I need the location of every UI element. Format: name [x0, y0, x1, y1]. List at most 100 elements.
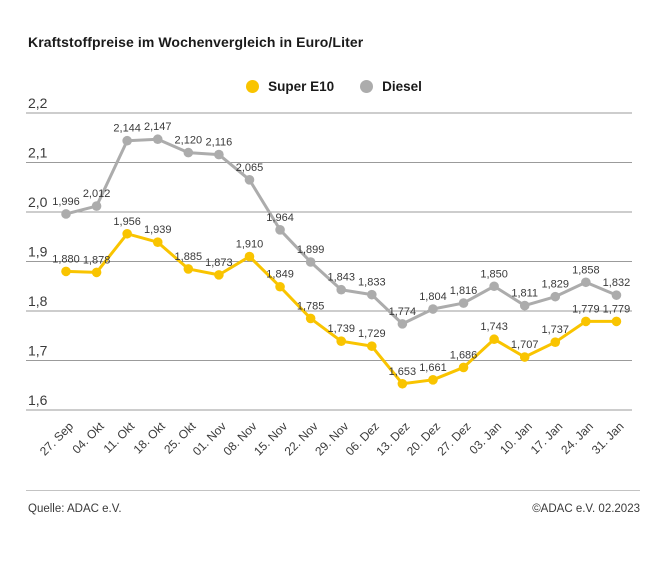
data-point-label-super-e10: 1,939: [144, 224, 172, 236]
data-point-diesel: [397, 319, 408, 329]
y-axis-tick-label: 2,0: [28, 194, 48, 210]
data-point-label-diesel: 1,850: [480, 268, 508, 280]
data-point-label-diesel: 2,120: [175, 135, 203, 147]
data-point-label-super-e10: 1,779: [603, 303, 631, 315]
footer-divider: [26, 490, 640, 491]
data-point-diesel: [183, 147, 194, 158]
data-point-label-diesel: 2,012: [83, 188, 111, 200]
y-axis-tick-label: 1,8: [28, 293, 48, 309]
series-line-super-e10: [64, 232, 618, 386]
data-point-diesel: [550, 291, 561, 302]
legend-label-super-e10: Super E10: [268, 79, 335, 94]
y-axis-tick-label: 2,2: [28, 95, 48, 111]
data-point-super-e10: [122, 228, 132, 239]
x-axis-tick-label: 24. Jan: [558, 419, 596, 457]
legend-label-diesel: Diesel: [382, 79, 422, 94]
data-point-super-e10: [214, 270, 224, 280]
source-note: Quelle: ADAC e.V.: [28, 503, 122, 515]
data-point-label-diesel: 2,116: [206, 137, 233, 149]
data-point-label-diesel: 2,144: [113, 123, 141, 135]
data-point-diesel: [428, 304, 438, 314]
data-point-super-e10: [275, 281, 285, 292]
data-point-label-diesel: 2,065: [236, 162, 264, 174]
data-point-label-super-e10: 1,653: [389, 366, 417, 378]
data-point-diesel: [61, 209, 71, 219]
data-point-label-super-e10: 1,956: [113, 216, 141, 228]
data-point-super-e10: [61, 266, 71, 277]
data-point-super-e10: [244, 251, 255, 262]
data-point-diesel: [581, 277, 591, 288]
legend-item-super-e10: Super E10: [246, 79, 334, 94]
super-e10-dot-icon: [246, 80, 260, 93]
data-point-super-e10: [91, 267, 102, 278]
data-point-diesel: [305, 257, 316, 267]
data-point-diesel: [458, 298, 469, 308]
data-point-super-e10: [305, 313, 316, 324]
data-point-super-e10: [152, 237, 163, 247]
data-point-label-diesel: 2,147: [144, 121, 172, 133]
x-axis-tick-label: 10. Jan: [497, 419, 535, 457]
data-point-label-super-e10: 1,785: [297, 300, 325, 312]
copyright-note: ©ADAC e.V. 02.2023: [532, 503, 640, 515]
data-point-super-e10: [397, 378, 408, 389]
y-axis-tick-label: 1,6: [28, 392, 48, 408]
data-point-diesel: [214, 149, 224, 160]
data-point-diesel: [336, 284, 347, 295]
chart-title: Kraftstoffpreise im Wochenvergleich in E…: [28, 34, 364, 50]
data-point-label-diesel: 1,816: [450, 285, 478, 297]
x-axis-tick-label: 11. Okt: [101, 419, 138, 456]
data-point-super-e10: [336, 336, 347, 346]
data-point-super-e10: [519, 352, 530, 362]
data-point-super-e10: [581, 316, 591, 327]
chart-legend: Super E10 Diesel: [0, 79, 668, 94]
y-axis-tick-label: 1,7: [28, 343, 48, 359]
data-point-label-super-e10: 1,779: [572, 303, 600, 315]
data-point-label-diesel: 1,996: [52, 196, 80, 208]
data-point-super-e10: [611, 316, 622, 327]
data-point-label-super-e10: 1,880: [52, 253, 80, 265]
x-axis-tick-label: 17. Jan: [528, 419, 566, 457]
data-point-label-diesel: 1,843: [327, 272, 355, 284]
data-point-super-e10: [367, 341, 377, 351]
data-point-label-super-e10: 1,739: [327, 323, 355, 335]
y-axis-tick-label: 1,9: [28, 244, 48, 260]
diesel-dot-icon: [360, 80, 374, 93]
data-point-diesel: [611, 290, 622, 300]
data-point-label-super-e10: 1,729: [358, 328, 386, 340]
x-axis-tick-label: 04. Okt: [69, 419, 107, 457]
data-point-super-e10: [550, 337, 561, 347]
data-point-label-super-e10: 1,910: [236, 239, 264, 251]
data-point-label-super-e10: 1,849: [266, 269, 294, 281]
data-point-label-super-e10: 1,707: [511, 339, 539, 351]
data-point-diesel: [152, 134, 163, 145]
x-axis-tick-label: 03. Jan: [466, 419, 504, 457]
data-point-label-super-e10: 1,661: [419, 362, 447, 374]
x-axis-tick-label: 27. Dez: [435, 419, 474, 458]
data-point-diesel: [122, 135, 132, 146]
data-point-diesel: [367, 289, 377, 300]
data-point-label-diesel: 1,833: [358, 277, 386, 289]
data-point-label-super-e10: 1,737: [542, 324, 570, 336]
data-point-label-diesel: 1,858: [572, 264, 600, 276]
data-point-diesel: [275, 225, 285, 235]
y-axis-tick-label: 2,1: [28, 145, 48, 161]
data-point-super-e10: [458, 362, 469, 373]
data-point-super-e10: [489, 334, 499, 345]
x-axis-tick-label: 31. Jan: [589, 419, 627, 457]
data-point-label-diesel: 1,829: [542, 279, 570, 291]
data-point-label-super-e10: 1,686: [450, 349, 478, 361]
x-axis-tick-label: 18. Okt: [131, 419, 169, 457]
data-point-super-e10: [183, 264, 194, 274]
data-point-label-super-e10: 1,873: [205, 257, 233, 269]
data-point-diesel: [519, 300, 530, 311]
data-point-label-diesel: 1,899: [297, 244, 325, 256]
data-point-label-diesel: 1,964: [266, 212, 294, 224]
data-point-label-diesel: 1,774: [389, 306, 417, 318]
data-point-label-diesel: 1,811: [511, 288, 538, 300]
data-point-label-diesel: 1,832: [603, 277, 631, 289]
data-point-diesel: [91, 201, 102, 211]
data-point-diesel: [244, 175, 255, 185]
data-point-super-e10: [428, 375, 438, 385]
data-point-label-super-e10: 1,885: [175, 251, 203, 263]
legend-item-diesel: Diesel: [360, 79, 422, 94]
